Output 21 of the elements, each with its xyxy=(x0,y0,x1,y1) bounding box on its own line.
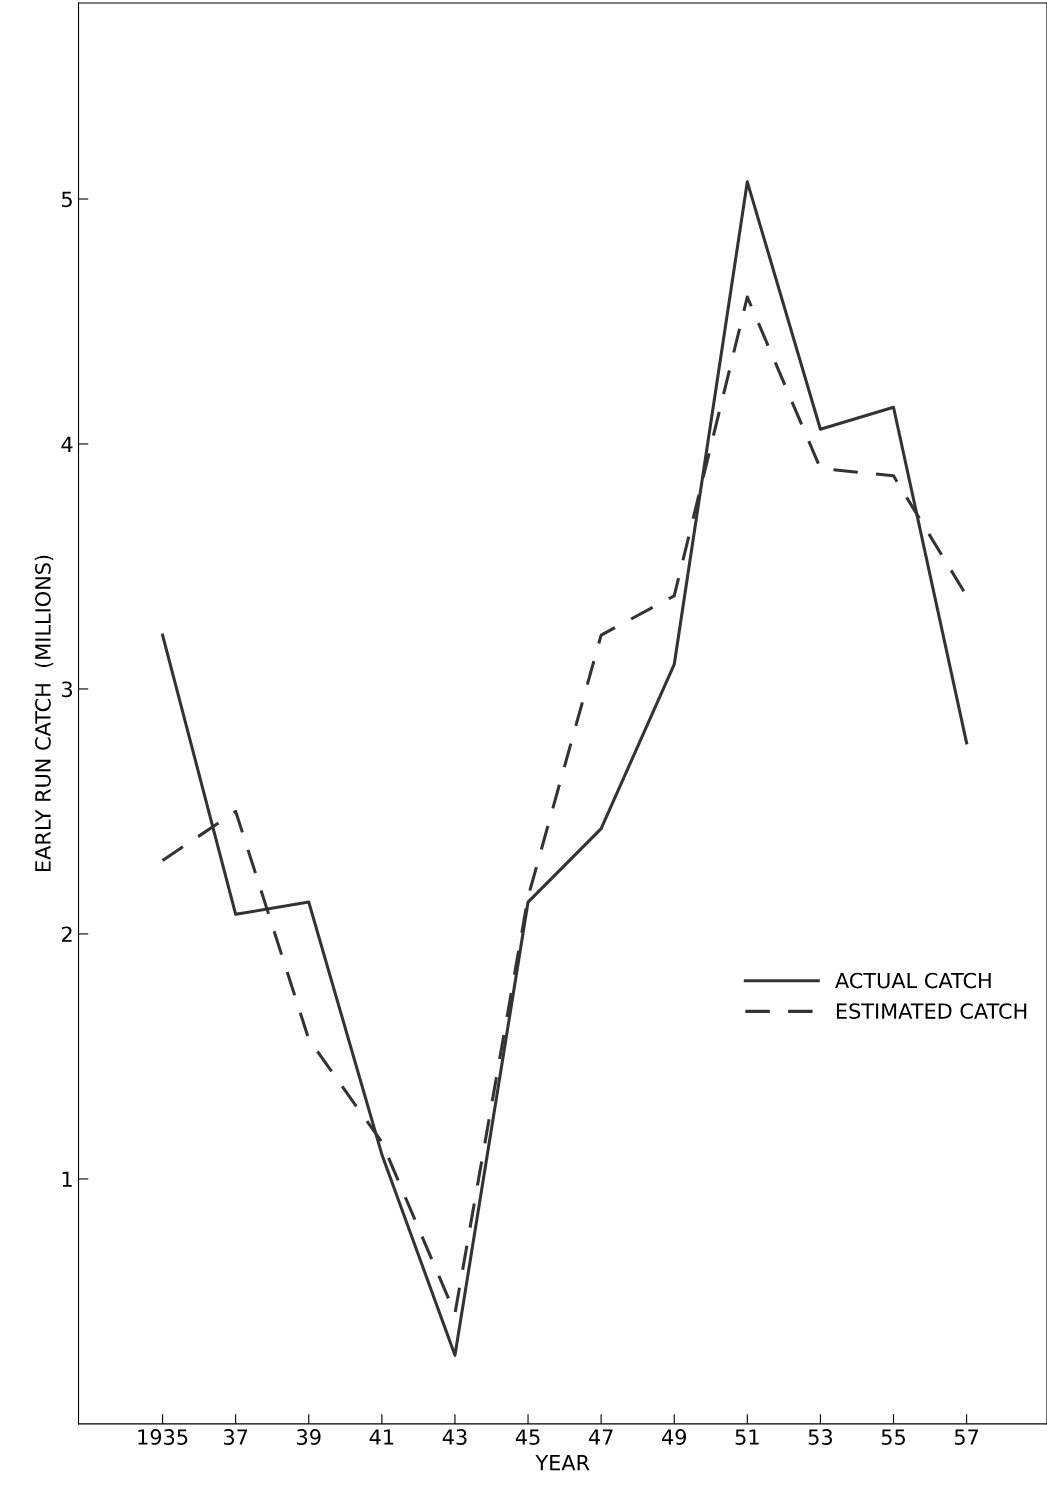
y-tick-label: 3 xyxy=(62,681,72,698)
legend-label: ESTIMATED CATCH xyxy=(836,1003,1027,1019)
x-tick-label: 55 xyxy=(881,1429,905,1445)
x-tick-label: 51 xyxy=(735,1429,759,1445)
legend-label: ACTUAL CATCH xyxy=(835,972,991,989)
x-tick-label: 57 xyxy=(954,1429,979,1445)
x-tick-label: 41 xyxy=(369,1429,394,1445)
x-tick-label: 1935 xyxy=(138,1429,188,1445)
x-tick-label: 43 xyxy=(442,1429,467,1445)
x-tick-label: 39 xyxy=(297,1429,321,1445)
y-tick-label: 2 xyxy=(61,926,72,942)
x-tick-label: 47 xyxy=(588,1429,613,1445)
y-tick-label: 1 xyxy=(62,1171,72,1187)
y-axis-title: EARLY RUN CATCH (MILLIONS) xyxy=(34,555,54,871)
x-tick-label: 53 xyxy=(808,1429,832,1445)
y-tick-label: 4 xyxy=(61,436,73,452)
x-tick-label: 49 xyxy=(661,1429,687,1445)
y-tick-label: 5 xyxy=(62,191,72,208)
x-tick-label: 37 xyxy=(224,1429,248,1445)
x-axis-title: YEAR xyxy=(535,1455,590,1471)
x-tick-label: 45 xyxy=(515,1429,540,1445)
